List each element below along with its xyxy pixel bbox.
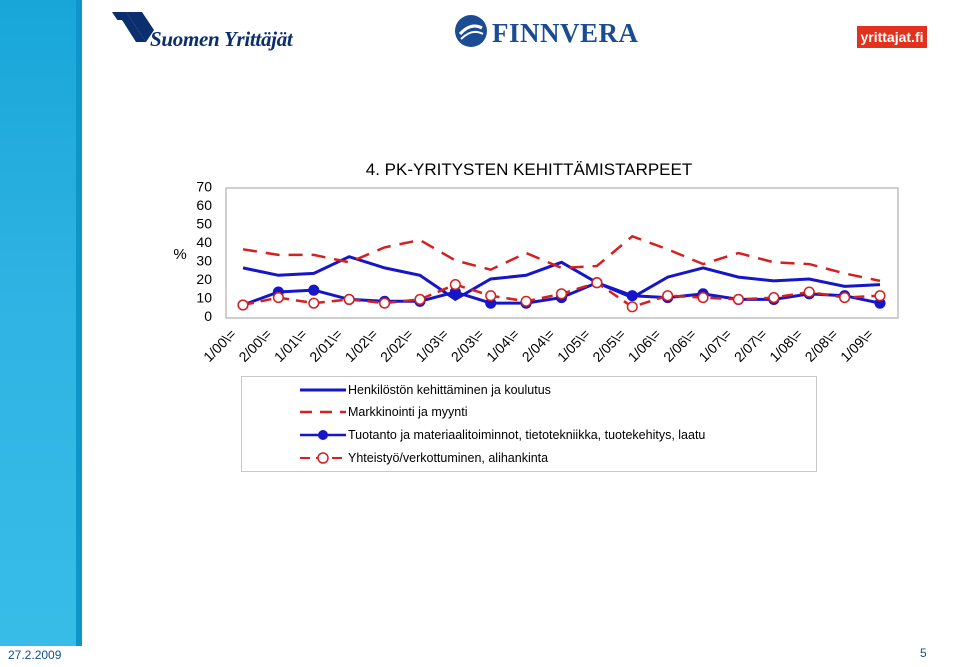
legend-label: Yhteistyö/verkottuminen, alihankinta <box>348 451 549 465</box>
suomen-yrittajat-logo-icon <box>112 12 154 42</box>
y-tick-label: 0 <box>204 308 212 324</box>
series-4-point <box>591 277 603 289</box>
series-3-point <box>626 290 638 302</box>
series-4-point <box>803 286 815 298</box>
x-tick-label: 1/00\= <box>200 326 239 365</box>
chart-title: 4. PK-YRITYSTEN KEHITTÄMISTARPEET <box>366 160 693 179</box>
x-tick-label: 1/01\= <box>271 326 310 365</box>
x-tick-label: 1/02\= <box>342 326 381 365</box>
x-tick-label: 2/04\= <box>518 326 557 365</box>
x-tick-label: 1/04\= <box>483 326 522 365</box>
x-tick-label: 2/00\= <box>235 326 274 365</box>
y-tick-label: 40 <box>196 234 212 250</box>
series-4-point <box>449 279 461 291</box>
x-tick-label: 1/07\= <box>695 326 734 365</box>
x-tick-label: 2/07\= <box>731 326 770 365</box>
series-4-point <box>732 293 744 305</box>
legend-swatch-open-circle <box>300 452 346 464</box>
legend-swatch-dashed <box>300 410 346 414</box>
series-line-1 <box>242 255 881 302</box>
series-line-2 <box>242 234 881 283</box>
series-4-point <box>839 292 851 304</box>
x-tick-label: 1/03\= <box>412 326 451 365</box>
series-4-point <box>768 292 780 304</box>
finnvera-logo: FINNVERA <box>492 18 639 48</box>
chart-legend: Henkilöstön kehittäminen ja koulutus Mar… <box>241 376 817 472</box>
series-4-point <box>697 292 709 304</box>
x-tick-label: 2/06\= <box>660 326 699 365</box>
footer-date: 27.2.2009 <box>8 648 62 662</box>
legend-swatch-filled-circle <box>300 430 346 440</box>
x-tick-label: 1/08\= <box>766 326 805 365</box>
series-4-point <box>874 290 886 302</box>
series-layer <box>237 234 886 313</box>
x-tick-label: 2/08\= <box>802 326 841 365</box>
legend-label: Henkilöstön kehittäminen ja koulutus <box>348 383 551 397</box>
series-4-point <box>520 295 532 307</box>
x-tick-label: 2/05\= <box>589 326 628 365</box>
series-4-point <box>308 297 320 309</box>
series-4-point <box>626 301 638 313</box>
finnvera-logo-icon <box>455 15 487 47</box>
legend-item-tuotanto: Tuotanto ja materiaalitoiminnot, tietote… <box>242 424 814 446</box>
plot-area <box>225 187 899 319</box>
suomen-yrittajat-logo: Suomen Yrittäjät <box>150 27 293 51</box>
legend-item-markkinointi: Markkinointi ja myynti <box>242 401 814 423</box>
x-tick-label: 1/06\= <box>625 326 664 365</box>
y-tick-label: 20 <box>196 271 212 287</box>
series-4-point <box>662 290 674 302</box>
legend-label: Tuotanto ja materiaalitoiminnot, tietote… <box>348 428 706 442</box>
y-axis-label: % <box>173 246 186 263</box>
y-tick-label: 30 <box>196 253 212 269</box>
x-tick-label: 2/01\= <box>306 326 345 365</box>
x-tick-label: 1/05\= <box>554 326 593 365</box>
footer-bar <box>0 646 960 667</box>
legend-item-henkilosto: Henkilöstön kehittäminen ja koulutus <box>242 379 814 401</box>
left-sidebar-decoration <box>0 0 82 667</box>
series-4-point <box>237 299 249 311</box>
series-4-point <box>414 293 426 305</box>
series-4-point <box>379 297 391 309</box>
y-tick-label: 70 <box>196 179 212 195</box>
y-tick-labels: 0 10 20 30 40 50 60 70 <box>196 179 212 325</box>
x-tick-label: 2/02\= <box>377 326 416 365</box>
legend-label: Markkinointi ja myynti <box>348 405 468 419</box>
series-3-point <box>308 284 320 296</box>
series-4-point <box>485 290 497 302</box>
series-4-point <box>272 292 284 304</box>
x-tick-label: 2/03\= <box>448 326 487 365</box>
page-number: 5 <box>920 646 927 660</box>
yrittajat-fi-logo: yrittajat.fi <box>857 26 927 48</box>
legend-item-yhteistyo: Yhteistyö/verkottuminen, alihankinta <box>242 447 814 469</box>
series-4-point <box>343 293 355 305</box>
x-tick-label: 1/09\= <box>837 326 876 365</box>
legend-swatch-solid <box>300 388 346 392</box>
y-tick-label: 50 <box>196 216 212 232</box>
y-tick-label: 60 <box>196 197 212 213</box>
y-tick-label: 10 <box>196 290 212 306</box>
series-4-point <box>555 288 568 300</box>
x-tick-labels: 1/00\=2/00\=1/01\=2/01\=1/02\=2/02\=1/03… <box>200 326 876 365</box>
